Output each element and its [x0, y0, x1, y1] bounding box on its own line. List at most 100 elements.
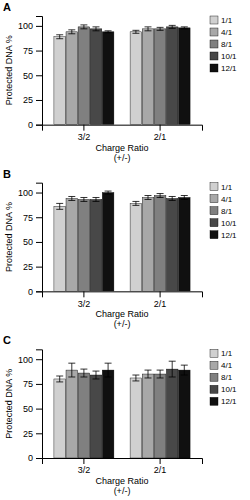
legend-item: 1/1: [210, 183, 233, 192]
y-tick-mark: [36, 75, 42, 76]
y-tick: 50: [23, 237, 42, 247]
bar: [102, 193, 114, 292]
bar: [154, 196, 166, 292]
error-bar: [145, 370, 152, 378]
y-tick-label: 100: [18, 355, 33, 365]
x-tick-label: 2/1: [154, 465, 167, 475]
plot-area: [54, 25, 190, 125]
x-tick-label: 3/2: [78, 465, 91, 475]
error-bar: [93, 371, 100, 379]
bar: [78, 373, 90, 458]
error-bar: [181, 27, 188, 29]
plot-area: [54, 361, 190, 458]
figure: 02550751003/22/1Charge Ratio(+/-)Protect…: [0, 0, 250, 500]
bar: [142, 29, 154, 125]
bar: [130, 32, 142, 125]
x-tick: 3/2: [78, 458, 91, 475]
bar: [90, 199, 102, 291]
legend-label: 8/1: [221, 40, 233, 49]
legend-label: 10/1: [221, 385, 237, 394]
error-bar: [145, 196, 152, 200]
bar: [166, 27, 178, 125]
y-tick-mark: [36, 193, 42, 194]
bar: [178, 197, 190, 291]
legend: 1/14/18/110/112/1: [210, 16, 237, 73]
plot-area: [54, 191, 190, 291]
y-axis: 0255075100: [18, 183, 43, 297]
x-tick-mark: [160, 125, 161, 131]
legend-label: 12/1: [221, 231, 237, 240]
panel-label: B: [3, 168, 11, 180]
error-bar: [181, 196, 188, 200]
x-axis: 3/2 2/1: [43, 458, 203, 475]
x-tick-mark: [83, 125, 84, 131]
x-axis: 3/2 2/1: [43, 291, 203, 308]
x-tick-label: 3/2: [78, 132, 91, 142]
x-tick: 3/2: [78, 291, 91, 308]
y-axis-line: [36, 17, 43, 126]
y-tick-mark: [36, 433, 42, 434]
error-bar: [132, 375, 139, 381]
y-tick: 25: [23, 262, 42, 272]
error-bar: [132, 30, 139, 33]
legend-swatch: [210, 52, 218, 60]
panel: 02550751003/22/1Charge Ratio(+/-)Protect…: [3, 168, 237, 330]
error-bar: [93, 27, 100, 31]
y-tick-mark: [36, 242, 42, 243]
error-bar: [132, 201, 139, 205]
legend-swatch: [210, 195, 218, 203]
bar: [78, 27, 90, 125]
y-tick-mark: [36, 458, 42, 459]
y-tick: 0: [28, 120, 42, 130]
error-bar: [105, 363, 112, 377]
y-tick: 75: [23, 46, 42, 56]
y-tick-label: 75: [23, 46, 33, 56]
bar: [142, 374, 154, 458]
series: [78, 25, 166, 125]
bar: [54, 379, 66, 458]
error-bar: [56, 35, 63, 39]
x-tick-mark: [160, 291, 161, 297]
bar: [166, 198, 178, 291]
legend-swatch: [210, 397, 218, 405]
y-axis: 0255075100: [18, 17, 43, 131]
y-tick-mark: [36, 384, 42, 385]
y-tick-label: 75: [23, 379, 33, 389]
panel: 02550751003/22/1Charge Ratio(+/-)Protect…: [3, 334, 237, 496]
x-axis: 3/22/1: [43, 125, 203, 142]
bar: [178, 28, 190, 125]
y-tick-label: 100: [18, 21, 33, 31]
error-bar: [80, 25, 87, 29]
legend-item: 10/1: [210, 385, 237, 394]
legend-label: 12/1: [221, 64, 237, 73]
series: [66, 363, 154, 458]
y-tick-mark: [36, 100, 42, 101]
x-tick-mark: [160, 458, 161, 464]
legend-swatch: [210, 385, 218, 393]
bar: [154, 29, 166, 125]
error-bar: [157, 27, 164, 30]
y-axis-line: [36, 183, 43, 292]
legend-swatch: [210, 40, 218, 48]
error-bar: [68, 363, 75, 377]
legend-swatch: [210, 28, 218, 36]
legend-item: 4/1: [210, 195, 233, 204]
error-bar: [145, 27, 152, 31]
bar: [78, 199, 90, 291]
error-bar: [68, 196, 75, 200]
error-bar: [68, 30, 75, 34]
y-tick: 100: [18, 355, 42, 365]
y-tick: 0: [28, 453, 42, 463]
error-bar: [169, 25, 176, 28]
y-tick-label: 0: [28, 453, 33, 463]
y-axis-line: [36, 350, 43, 459]
legend-label: 10/1: [221, 219, 237, 228]
y-tick-mark: [36, 291, 42, 292]
legend-item: 8/1: [210, 373, 233, 382]
series: [66, 27, 154, 125]
bar: [102, 370, 114, 458]
y-tick-mark: [36, 359, 42, 360]
legend-label: 4/1: [221, 195, 233, 204]
x-tick: 2/1: [154, 291, 167, 308]
y-tick-label: 0: [28, 120, 33, 130]
